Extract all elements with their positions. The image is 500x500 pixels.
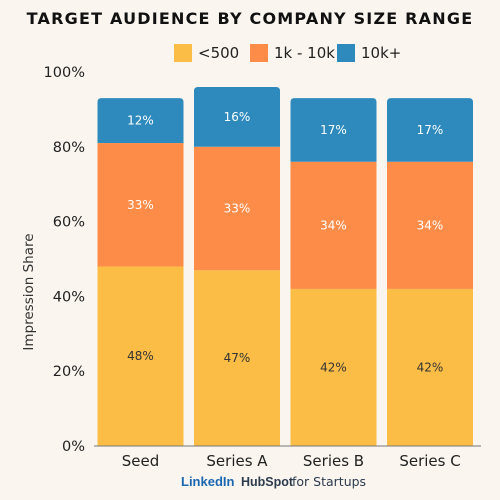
y-tick-label: 100% xyxy=(44,65,85,81)
y-axis-label: Impression Share xyxy=(21,233,37,350)
data-label: 48% xyxy=(127,349,154,363)
x-tick-label: Seed xyxy=(122,452,160,470)
bar-segment xyxy=(194,270,280,446)
data-label: 16% xyxy=(224,110,251,124)
bar-segment xyxy=(387,288,473,446)
bars: 48% 33% 12% 47% 33% 16% 42% 34% 17% 42% 34% 17% xyxy=(97,86,473,446)
y-tick-label: 20% xyxy=(53,364,85,380)
data-label: 42% xyxy=(417,360,444,374)
bar-segment xyxy=(290,161,377,289)
bar-segment xyxy=(194,146,280,271)
footer-branding: LinkedIn HubSpot for Startups xyxy=(181,474,366,489)
chart-title: TARGET AUDIENCE BY COMPANY SIZE RANGE xyxy=(27,9,474,28)
legend-label: <500 xyxy=(198,44,239,62)
bar-segment xyxy=(290,288,377,446)
y-axis: 0% 20% 40% 60% 80% 100% xyxy=(44,65,85,455)
y-tick-label: 80% xyxy=(53,140,85,156)
legend: <500 1k - 10k 10k+ xyxy=(174,44,401,62)
y-tick-label: 0% xyxy=(62,439,85,455)
data-label: 47% xyxy=(224,351,251,365)
data-label: 42% xyxy=(320,360,347,374)
data-label: 17% xyxy=(320,123,347,137)
y-tick-label: 40% xyxy=(53,289,85,305)
data-label: 17% xyxy=(417,123,444,137)
bar-segment xyxy=(97,143,184,267)
x-tick-label: Series A xyxy=(206,452,268,470)
bar-segment xyxy=(290,98,377,162)
data-label: 34% xyxy=(320,218,347,232)
data-label: 33% xyxy=(127,198,154,212)
bar-segment xyxy=(97,98,184,144)
data-label: 33% xyxy=(224,202,251,216)
x-tick-label: Series C xyxy=(399,452,460,470)
linkedin-logo: LinkedIn xyxy=(181,474,235,489)
legend-swatch xyxy=(174,44,192,62)
bar-segment xyxy=(97,266,184,446)
for-startups-text: for Startups xyxy=(292,474,366,489)
legend-label: 10k+ xyxy=(361,44,401,62)
data-label: 34% xyxy=(417,218,444,232)
bar-segment xyxy=(387,161,473,289)
bar-segment xyxy=(194,86,280,147)
legend-swatch xyxy=(337,44,355,62)
legend-label: 1k - 10k xyxy=(274,44,335,62)
legend-swatch xyxy=(250,44,268,62)
y-tick-label: 60% xyxy=(53,215,85,231)
x-tick-label: Series B xyxy=(303,452,364,470)
data-label: 12% xyxy=(127,114,154,128)
bar-segment xyxy=(387,98,473,162)
x-axis: Seed Series A Series B Series C xyxy=(94,445,481,470)
hubspot-logo: HubSpot xyxy=(241,475,294,489)
